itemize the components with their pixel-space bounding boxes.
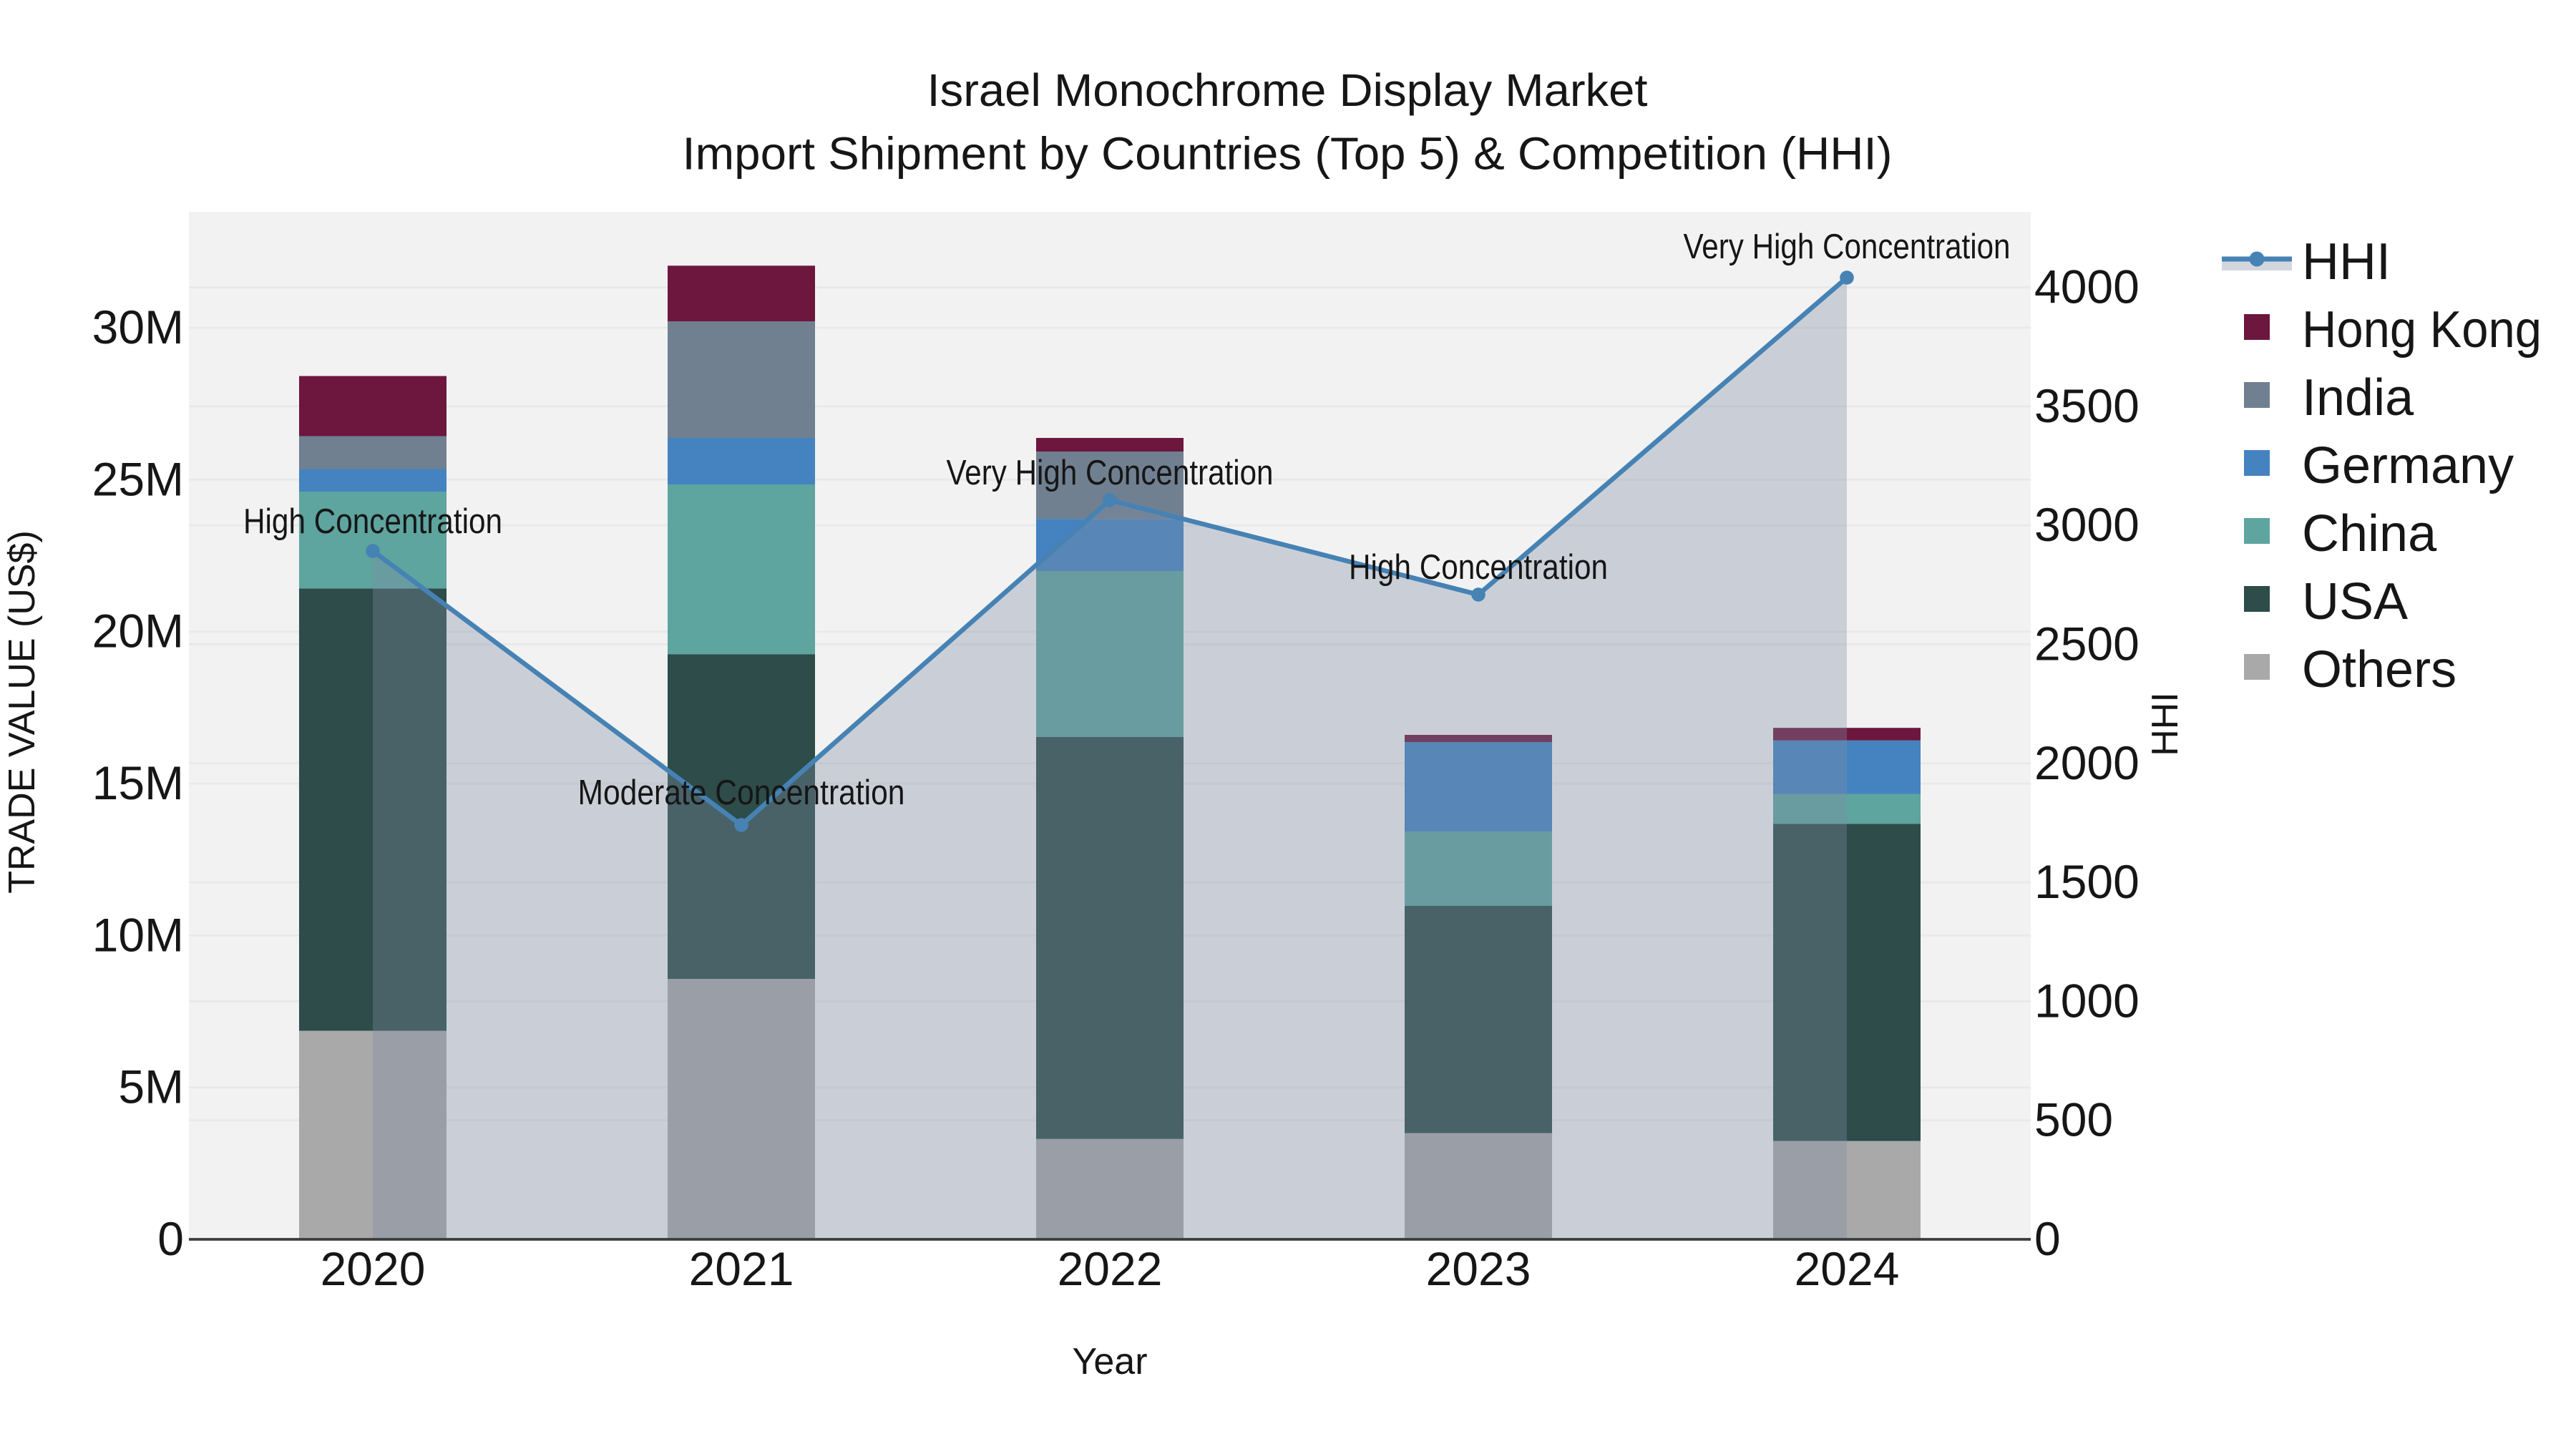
svg-text:500: 500: [2034, 1093, 2113, 1146]
svg-text:Others: Others: [2302, 641, 2457, 698]
svg-text:3000: 3000: [2034, 498, 2140, 551]
svg-text:2023: 2023: [1426, 1242, 1531, 1295]
svg-text:2000: 2000: [2034, 736, 2140, 789]
svg-text:Very High Concentration: Very High Concentration: [1684, 228, 2011, 266]
svg-text:High Concentration: High Concentration: [243, 502, 502, 541]
svg-text:1000: 1000: [2034, 974, 2140, 1027]
svg-text:30M: 30M: [92, 301, 184, 353]
svg-text:5M: 5M: [118, 1060, 184, 1113]
svg-text:0: 0: [157, 1212, 184, 1265]
svg-text:Israel Monochrome Display Mark: Israel Monochrome Display Market: [927, 64, 1648, 116]
svg-text:HHI: HHI: [2302, 233, 2391, 291]
svg-text:Germany: Germany: [2302, 437, 2514, 494]
svg-text:India: India: [2302, 369, 2414, 426]
svg-text:4000: 4000: [2034, 260, 2140, 313]
svg-text:HHI: HHI: [2145, 692, 2186, 756]
svg-text:10M: 10M: [92, 908, 184, 961]
svg-text:2020: 2020: [321, 1242, 426, 1295]
svg-text:TRADE VALUE (US$): TRADE VALUE (US$): [1, 530, 43, 894]
svg-text:China: China: [2302, 505, 2437, 562]
svg-text:2022: 2022: [1058, 1242, 1163, 1295]
svg-text:High Concentration: High Concentration: [1349, 548, 1608, 587]
svg-text:15M: 15M: [92, 756, 184, 809]
svg-text:Moderate Concentration: Moderate Concentration: [578, 774, 905, 812]
svg-text:25M: 25M: [92, 452, 184, 505]
svg-text:2021: 2021: [689, 1242, 794, 1295]
svg-text:1500: 1500: [2034, 855, 2140, 908]
svg-text:3500: 3500: [2034, 379, 2140, 432]
svg-text:2024: 2024: [1795, 1242, 1900, 1295]
svg-text:Very High Concentration: Very High Concentration: [947, 454, 1274, 492]
svg-text:Import Shipment by Countries (: Import Shipment by Countries (Top 5) & C…: [683, 128, 1893, 180]
svg-text:20M: 20M: [92, 605, 184, 658]
svg-text:Hong Kong: Hong Kong: [2302, 301, 2542, 358]
svg-text:USA: USA: [2302, 573, 2408, 630]
svg-text:2500: 2500: [2034, 618, 2140, 670]
svg-text:Year: Year: [1072, 1341, 1147, 1382]
svg-text:0: 0: [2034, 1212, 2061, 1265]
